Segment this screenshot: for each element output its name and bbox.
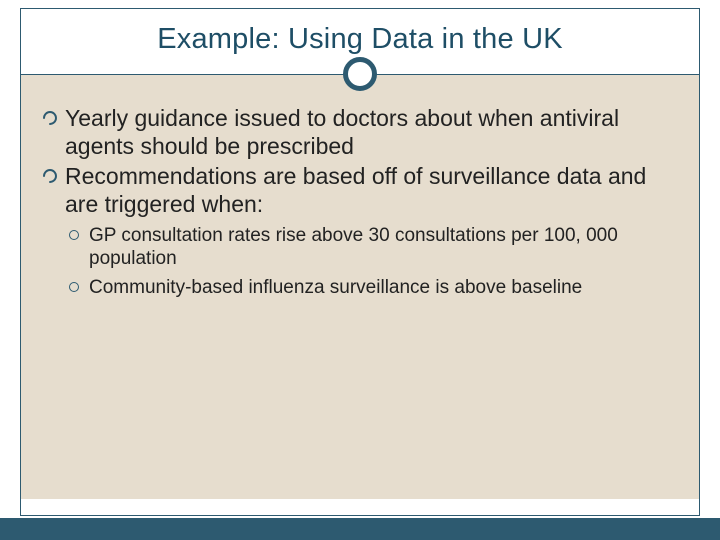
bullet-text: GP consultation rates rise above 30 cons…	[89, 224, 673, 270]
ring-bullet-icon	[69, 224, 89, 247]
bullet-level2: Community-based influenza surveillance i…	[69, 276, 673, 299]
bullet-text: Recommendations are based off of surveil…	[65, 162, 673, 218]
body-area: Yearly guidance issued to doctors about …	[21, 74, 699, 499]
bullet-text: Community-based influenza surveillance i…	[89, 276, 582, 299]
bullet-level2: GP consultation rates rise above 30 cons…	[69, 224, 673, 270]
slide-title: Example: Using Data in the UK	[21, 23, 699, 56]
swirl-bullet-icon	[41, 104, 65, 127]
ring-bullet-icon	[69, 276, 89, 299]
bullet-level1: Recommendations are based off of surveil…	[41, 162, 673, 218]
divider-circle-icon	[343, 57, 377, 91]
bullet-level1: Yearly guidance issued to doctors about …	[41, 104, 673, 160]
slide-frame: Example: Using Data in the UK Yearly gui…	[20, 8, 700, 516]
bottom-accent-band	[0, 518, 720, 540]
swirl-bullet-icon	[41, 162, 65, 185]
bullet-text: Yearly guidance issued to doctors about …	[65, 104, 673, 160]
